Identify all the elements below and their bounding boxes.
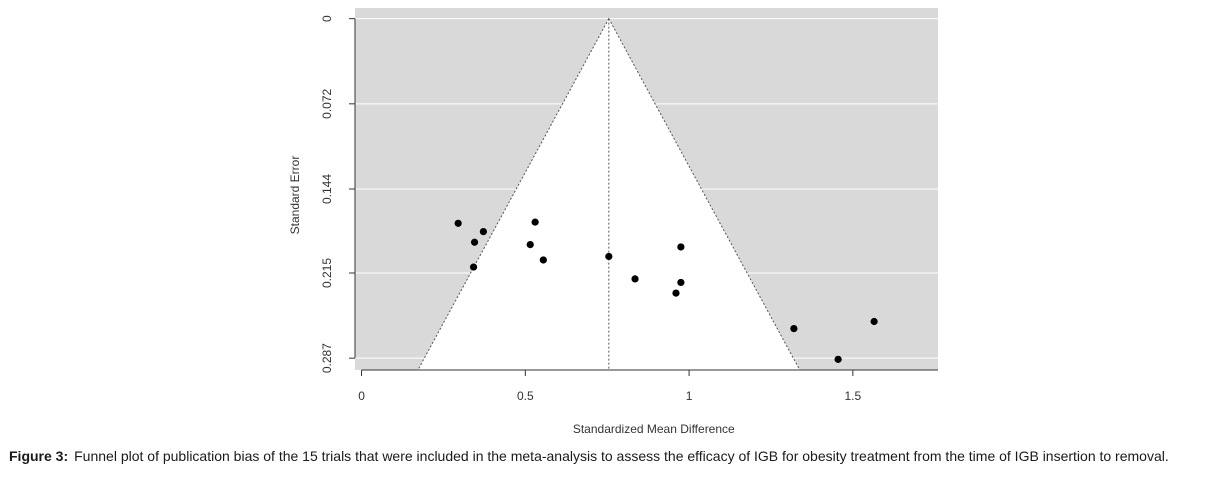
y-tick-label-2: 0.144 [320,174,334,204]
data-point-12 [677,243,685,251]
x-axis-ticks: 0 0.5 1 1.5 [358,370,862,403]
data-point-9 [631,275,639,283]
data-points [454,218,878,363]
figure-caption-label: Figure 3: [9,448,69,464]
data-point-11 [677,278,685,287]
data-point-6 [531,218,539,226]
data-point-7 [539,256,547,264]
y-axis-ticks: 0 0.072 0.144 0.215 0.287 [320,15,355,373]
data-point-4 [479,227,487,236]
y-tick-label-4: 0.287 [320,343,334,373]
data-point-15 [870,317,878,326]
y-tick-label-1: 0.072 [320,88,334,118]
data-point-8 [605,252,613,261]
data-point-5 [526,241,534,249]
x-tick-label-3: 1.5 [844,389,861,403]
x-tick-label-2: 1 [686,389,693,403]
figure-caption-text: Funnel plot of publication bias of the 1… [74,448,1169,464]
y-tick-label-3: 0.215 [320,258,334,288]
data-point-3 [469,263,478,271]
x-tick-label-1: 0.5 [517,389,534,403]
y-axis-title: Standard Error [288,156,302,235]
data-point-14 [834,355,842,363]
data-point-10 [672,289,680,297]
funnel-region [417,17,801,371]
x-axis-title: Standardized Mean Difference [573,422,735,436]
data-point-1 [454,219,462,227]
figure-caption: Figure 3: Funnel plot of publication bias… [9,447,1214,466]
funnel-plot: 0 0.5 1 1.5 0 0.072 0.144 0.215 0.287 Standardi… [288,8,938,436]
y-tick-label-0: 0 [320,15,334,22]
x-tick-label-0: 0 [358,389,365,403]
data-point-13 [790,324,798,333]
data-point-2 [470,238,479,246]
